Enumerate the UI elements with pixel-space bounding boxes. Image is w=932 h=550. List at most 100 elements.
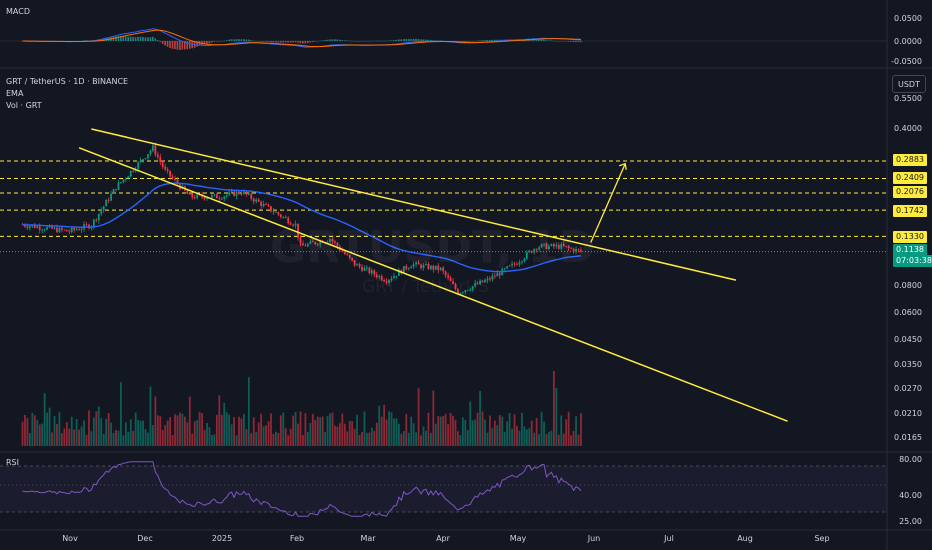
macd-histogram-bar [252, 40, 255, 42]
macd-histogram-bar [557, 41, 560, 42]
macd-histogram-bar [230, 39, 233, 41]
watermark-symbol: GRTUSDT, 1D [270, 222, 595, 273]
macd-histogram-bar [211, 41, 213, 43]
macd-histogram-bar [474, 40, 476, 42]
volume-bar [56, 423, 58, 446]
currency-button[interactable]: USDT [892, 75, 926, 93]
volume-bar [183, 416, 186, 446]
volume-bar [356, 414, 358, 446]
volume-bar [474, 419, 477, 446]
level-tag[interactable]: 0.1330 [893, 231, 927, 243]
volume-bar [284, 428, 287, 446]
level-tag[interactable]: 0.2409 [893, 172, 927, 184]
volume-bar [144, 429, 147, 446]
time-label: Jul [664, 534, 674, 543]
volume-bar [580, 413, 582, 446]
macd-histogram-bar [218, 41, 221, 42]
volume-bar [562, 433, 565, 446]
macd-histogram-bar [245, 39, 248, 41]
candle [513, 263, 516, 265]
time-label: Sep [814, 534, 830, 543]
volume-bar [575, 416, 577, 446]
volume-bar [243, 413, 245, 446]
macd-group [21, 35, 582, 51]
volume-bar [127, 431, 130, 446]
candle [51, 225, 53, 229]
candle [149, 150, 152, 155]
level-tag[interactable]: 0.2076 [893, 186, 927, 198]
level-tag[interactable]: 0.1742 [893, 205, 927, 217]
candle [252, 198, 255, 202]
macd-histogram-bar [484, 40, 486, 41]
current-price-tag[interactable]: 0.1138 [893, 244, 927, 256]
macd-histogram-bar [545, 40, 548, 41]
candle [159, 157, 162, 162]
candle [26, 226, 29, 228]
volume-bar [279, 415, 282, 446]
volume-bar [548, 431, 550, 446]
volume-bar [51, 432, 53, 446]
ema-label[interactable]: EMA [6, 89, 24, 98]
candle [506, 266, 509, 269]
price-tick: 0.0600 [894, 308, 922, 317]
candle [238, 191, 240, 194]
macd-histogram-bar [270, 41, 272, 43]
macd-tick: -0.0500 [891, 57, 922, 66]
macd-tick: 0.0000 [894, 37, 922, 46]
macd-histogram-bar [294, 41, 297, 43]
candle [218, 198, 221, 200]
candle [78, 229, 80, 231]
candle [206, 198, 208, 200]
volume-bar [400, 433, 403, 446]
macd-histogram-bar [21, 41, 24, 42]
candle [548, 245, 550, 250]
candle [452, 281, 454, 285]
level-tag[interactable]: 0.2883 [893, 154, 927, 166]
macd-histogram-bar [412, 38, 415, 41]
candle [70, 228, 73, 232]
candle [38, 226, 41, 230]
macd-histogram-bar [213, 41, 216, 42]
candle [447, 275, 449, 278]
macd-histogram-bar [267, 41, 270, 42]
candle [361, 266, 363, 271]
candle [53, 227, 56, 229]
volume-bar [122, 435, 125, 446]
macd-histogram-bar [262, 41, 265, 42]
candle [555, 244, 558, 247]
candle [442, 267, 445, 272]
volume-bar [203, 430, 206, 446]
volume-bar [528, 428, 531, 446]
macd-histogram-bar [161, 41, 164, 44]
macd-histogram-bar [425, 39, 427, 41]
volume-bar [48, 407, 51, 446]
volume-bar [297, 423, 299, 446]
volume-bar [555, 388, 558, 446]
volume-bar [206, 423, 208, 446]
volume-bar [90, 431, 93, 446]
rsi-label[interactable]: RSI [6, 458, 19, 467]
candle [538, 247, 541, 250]
volume-bar [429, 432, 432, 446]
volume-label[interactable]: Vol · GRT [6, 101, 42, 110]
macd-histogram-bar [493, 39, 496, 41]
macd-histogram-bar [203, 41, 206, 45]
volume-bar [191, 433, 194, 446]
macd-histogram-bar [368, 40, 371, 42]
macd-histogram-bar [169, 41, 171, 48]
candle [169, 170, 172, 177]
candle [95, 219, 98, 221]
volume-bar [385, 419, 388, 446]
macd-histogram-bar [543, 39, 545, 41]
candle [152, 145, 154, 151]
volume-bar [159, 416, 162, 446]
symbol-title[interactable]: GRT / TetherUS · 1D · BINANCE [6, 77, 129, 86]
volume-bar [314, 420, 317, 446]
volume-bar [464, 419, 467, 446]
time-label: Nov [62, 534, 78, 543]
volume-bar [129, 419, 132, 446]
candle [272, 211, 275, 213]
time-label: Mar [360, 534, 376, 543]
candle [398, 270, 400, 276]
